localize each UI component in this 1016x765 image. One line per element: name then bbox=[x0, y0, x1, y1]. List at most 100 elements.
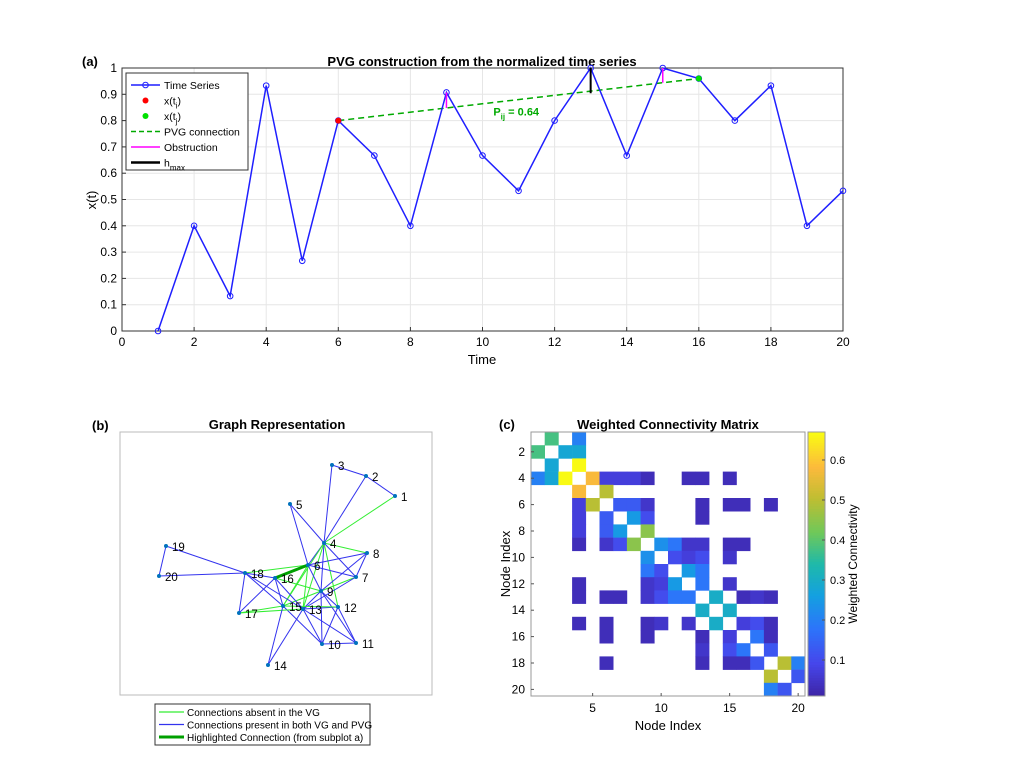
y-tick-label: 16 bbox=[512, 630, 526, 644]
colorbar-segment bbox=[808, 463, 825, 467]
matrix-cell bbox=[640, 577, 655, 591]
y-tick-label: 2 bbox=[518, 445, 525, 459]
matrix-cell bbox=[585, 471, 600, 486]
graph-node bbox=[319, 589, 323, 593]
colorbar-segment bbox=[808, 545, 825, 549]
matrix-cell bbox=[654, 537, 669, 552]
colorbar-segment bbox=[808, 637, 825, 642]
matrix-cell bbox=[572, 511, 587, 525]
legend-label: Time Series bbox=[164, 80, 220, 92]
matrix-cell bbox=[695, 643, 710, 657]
colorbar-segment bbox=[808, 492, 825, 496]
colorbar-segment bbox=[808, 569, 825, 573]
time-series-point bbox=[731, 117, 739, 124]
colorbar-segment bbox=[808, 529, 825, 533]
matrix-cell bbox=[531, 445, 545, 459]
edge-absent-in-vg bbox=[274, 577, 322, 592]
graph-node-label: 2 bbox=[372, 472, 378, 484]
colorbar-segment bbox=[808, 476, 825, 481]
graph-node-label: 16 bbox=[281, 574, 294, 586]
colorbar-segment bbox=[808, 685, 825, 689]
legend-label-base: PVG connection bbox=[164, 127, 240, 139]
edge-in-vg-and-pvg bbox=[355, 552, 368, 578]
colorbar-segment bbox=[808, 490, 825, 494]
matrix-cell bbox=[640, 471, 655, 486]
matrix-cell bbox=[681, 564, 696, 578]
matrix-cell bbox=[695, 471, 710, 486]
edge-absent-in-vg bbox=[320, 576, 357, 592]
time-series-point bbox=[839, 187, 847, 195]
y-tick-label: 18 bbox=[512, 656, 526, 670]
colorbar-segment bbox=[808, 587, 825, 591]
edge-in-vg-and-pvg bbox=[307, 564, 322, 592]
edge-in-vg-and-pvg bbox=[323, 475, 367, 544]
colorbar-segment bbox=[808, 608, 825, 613]
legend-swatch-red-dot bbox=[142, 97, 149, 104]
matrix-cell bbox=[736, 643, 751, 657]
legend-label-base: x(t bbox=[164, 96, 176, 108]
y-tick-label: 0.1 bbox=[100, 298, 117, 312]
colorbar-tick-label: 0.3 bbox=[830, 575, 845, 587]
graph-node-label: 15 bbox=[289, 602, 302, 614]
edge-in-vg-and-pvg bbox=[274, 577, 284, 607]
matrix-cell bbox=[777, 656, 792, 670]
matrix-cell bbox=[681, 471, 696, 486]
colorbar-segment bbox=[808, 682, 825, 686]
colorbar-segment bbox=[808, 542, 825, 547]
matrix-cell bbox=[544, 458, 559, 472]
matrix-cell bbox=[572, 432, 587, 446]
edge-in-vg-and-pvg bbox=[302, 608, 357, 644]
edge-in-vg-and-pvg bbox=[307, 552, 368, 566]
edge-in-vg-and-pvg bbox=[244, 572, 304, 610]
colorbar-segment bbox=[808, 653, 825, 657]
y-tick-label: 0.9 bbox=[100, 87, 117, 101]
graph-node-label: 13 bbox=[309, 605, 322, 617]
time-series-point bbox=[515, 187, 522, 195]
matrix-cell bbox=[640, 564, 655, 578]
matrix-cell bbox=[695, 511, 710, 525]
matrix-cell bbox=[750, 656, 765, 670]
matrix-cell bbox=[722, 471, 737, 486]
colorbar-segment bbox=[808, 445, 825, 449]
x-tick-label: 4 bbox=[263, 335, 270, 349]
legend-label-sub: i bbox=[176, 102, 178, 111]
matrix-cell bbox=[572, 498, 587, 512]
pij-annotation: Pij = 0.64 bbox=[493, 106, 540, 121]
colorbar-segment bbox=[808, 672, 825, 676]
colorbar-segment bbox=[808, 442, 825, 446]
matrix-cell bbox=[640, 616, 655, 631]
matrix-cell bbox=[681, 537, 696, 552]
panel-label-c: (c) bbox=[499, 417, 515, 432]
colorbar-segment bbox=[808, 664, 825, 668]
colorbar-segment bbox=[808, 600, 825, 605]
graph-node-label: 9 bbox=[327, 587, 333, 599]
edge-absent-in-vg bbox=[282, 590, 322, 607]
matrix-cell bbox=[599, 484, 614, 499]
legend-label: PVG connection bbox=[164, 127, 240, 139]
matrix-cell bbox=[572, 616, 587, 631]
colorbar-segment bbox=[808, 519, 825, 523]
matrix-cell bbox=[572, 458, 587, 472]
colorbar-segment bbox=[808, 439, 825, 444]
colorbar-segment bbox=[808, 521, 825, 525]
matrix-cell bbox=[654, 564, 669, 578]
matrix-cell bbox=[722, 550, 737, 565]
legend-swatch-green-dot bbox=[142, 113, 149, 119]
legend-box bbox=[125, 72, 249, 171]
colorbar-segment bbox=[808, 466, 825, 470]
colorbar-segment bbox=[808, 635, 825, 639]
graph-node bbox=[281, 604, 285, 608]
matrix-cell bbox=[722, 643, 737, 657]
matrix-cell bbox=[558, 445, 573, 459]
matrix-cell bbox=[599, 656, 614, 670]
matrix-cell bbox=[722, 577, 737, 591]
graph-node bbox=[306, 563, 310, 567]
colorbar-segment bbox=[808, 503, 825, 507]
graph-node-label: 18 bbox=[251, 569, 264, 581]
matrix-cell bbox=[613, 537, 628, 552]
edge-in-vg-and-pvg bbox=[302, 576, 357, 610]
colorbar-segment bbox=[808, 553, 825, 557]
colorbar-segment bbox=[808, 437, 825, 441]
legend-label-base: Time Series bbox=[164, 80, 220, 92]
matrix-cell bbox=[750, 616, 765, 631]
